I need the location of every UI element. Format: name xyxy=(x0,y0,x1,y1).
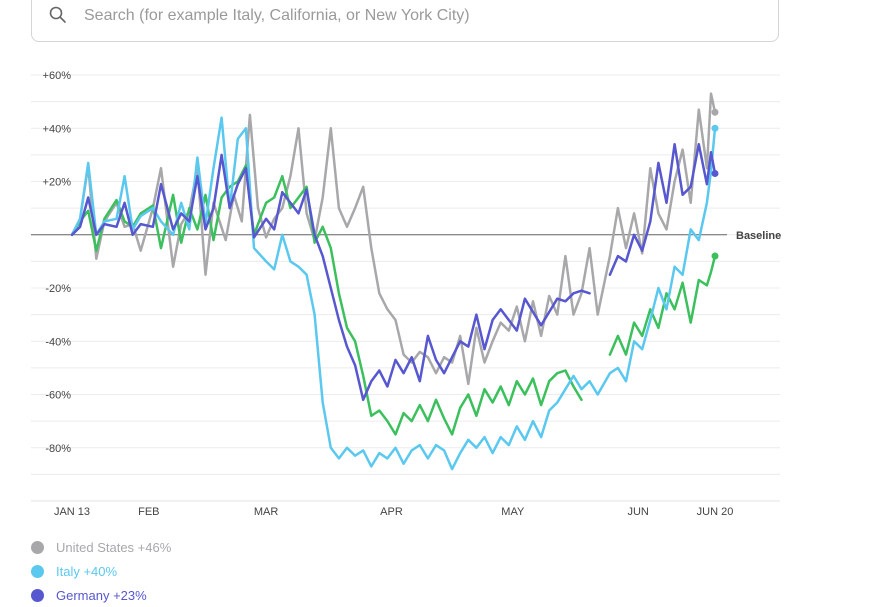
mobility-line-chart: Baseline +60% +40% +20% -20% -40% -60% -80% JAN … xyxy=(31,70,781,518)
legend-dot-germany xyxy=(31,588,44,602)
legend-label-germany: Germany +23% xyxy=(56,587,147,603)
baseline-label: Baseline xyxy=(736,230,781,242)
x-tick-label: JAN 13 xyxy=(54,506,90,518)
series-end-point-green-series xyxy=(711,252,719,260)
series-end-point-germany xyxy=(711,170,719,178)
legend-item-germany[interactable]: Germany +23% xyxy=(31,583,171,607)
y-tick-label: +40% xyxy=(43,123,72,135)
y-tick-label: +60% xyxy=(43,70,72,82)
series-end-point-italy xyxy=(711,124,719,132)
series-line-germany xyxy=(70,153,591,402)
x-tick-label: JUN 20 xyxy=(697,506,734,518)
legend-dot-united-states xyxy=(31,540,44,554)
search-icon xyxy=(49,6,66,23)
series-line-green-series xyxy=(608,254,717,356)
search-input[interactable] xyxy=(82,1,766,31)
series-line-italy xyxy=(70,116,717,471)
y-tick-label: -40% xyxy=(45,336,71,348)
legend-item-italy[interactable]: Italy +40% xyxy=(31,559,171,583)
legend: United States +46% Italy +40% Germany +2… xyxy=(31,535,171,607)
search-box[interactable] xyxy=(31,0,779,42)
x-tick-label: APR xyxy=(380,506,403,518)
legend-label-united-states: United States +46% xyxy=(56,539,172,555)
x-tick-label: MAR xyxy=(254,506,279,518)
series-line-green-series xyxy=(70,164,583,436)
y-tick-label: -80% xyxy=(45,443,71,455)
x-tick-label: FEB xyxy=(138,506,159,518)
y-tick-label: -20% xyxy=(45,283,71,295)
y-tick-label: -60% xyxy=(45,390,71,402)
legend-dot-italy xyxy=(31,564,44,578)
series-end-point-united-states xyxy=(711,108,719,116)
legend-label-italy: Italy +40% xyxy=(56,563,118,579)
x-tick-label: MAY xyxy=(501,506,525,518)
legend-item-united-states[interactable]: United States +46% xyxy=(31,535,171,559)
x-tick-label: JUN xyxy=(627,506,648,518)
series-line-germany xyxy=(608,142,717,276)
y-tick-label: +20% xyxy=(43,177,72,189)
